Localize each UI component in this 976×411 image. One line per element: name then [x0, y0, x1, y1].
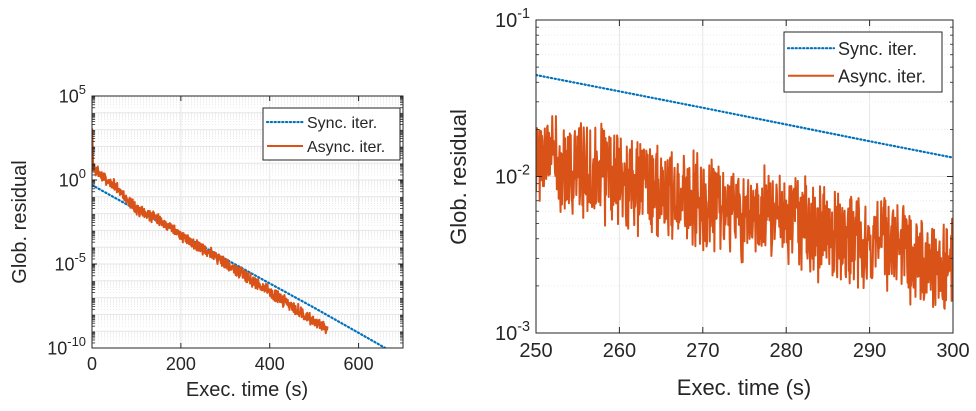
legend: Sync. iter. Async. iter.	[262, 107, 401, 161]
series-line-async	[536, 115, 953, 310]
x-tick-label: 290	[853, 340, 886, 362]
legend-label: Async. iter.	[307, 139, 385, 156]
series-line-async	[92, 128, 329, 335]
y-axis-label: Glob. residual	[446, 109, 471, 245]
x-tick-label: 0	[87, 354, 97, 374]
grid	[91, 95, 403, 349]
legend-box	[262, 107, 401, 161]
series-line-sync	[536, 73, 953, 159]
legend-box	[783, 31, 943, 93]
legend: Sync. iter. Async. iter.	[783, 31, 943, 93]
x-tick-label: 300	[936, 340, 969, 362]
x-tick-label: 280	[770, 340, 803, 362]
y-axis: 10-3 10-2 10-1	[495, 6, 953, 345]
x-tick-label: 400	[255, 354, 285, 374]
x-tick-label: 270	[686, 340, 719, 362]
x-axis-label: Exec. time (s)	[677, 375, 811, 400]
x-tick-label: 260	[603, 340, 636, 362]
x-tick-label: 250	[519, 340, 552, 362]
plot-area	[536, 73, 953, 310]
y-tick-label: 10-3	[495, 319, 530, 345]
x-tick-label: 600	[344, 354, 374, 374]
y-tick-label: 105	[59, 82, 86, 106]
y-tick-label: 100	[59, 166, 86, 190]
legend-label: Sync. iter.	[307, 115, 377, 132]
y-tick-label: 10-10	[47, 334, 86, 358]
plot-area	[92, 128, 388, 348]
legend-label: Sync. iter.	[838, 39, 917, 59]
right-chart: 250 260 270 280 290 300 10-3 10-2 10-1 Exec. time…	[446, 6, 970, 400]
x-tick-label: 200	[166, 354, 196, 374]
y-axis-label: Glob. residual	[9, 160, 31, 283]
x-axis: 0 200 400 600	[87, 96, 374, 374]
x-axis: 250 260 270 280 290 300	[519, 20, 970, 362]
y-tick-label: 10-5	[54, 250, 86, 274]
x-axis-label: Exec. time (s)	[186, 379, 308, 401]
left-chart: 0 200 400 600 10-10 10-5 100 105 Exec. time (s) G…	[9, 82, 404, 401]
legend-label: Async. iter.	[838, 66, 926, 86]
y-tick-label: 10-2	[495, 163, 530, 189]
y-tick-label: 10-1	[495, 6, 530, 32]
